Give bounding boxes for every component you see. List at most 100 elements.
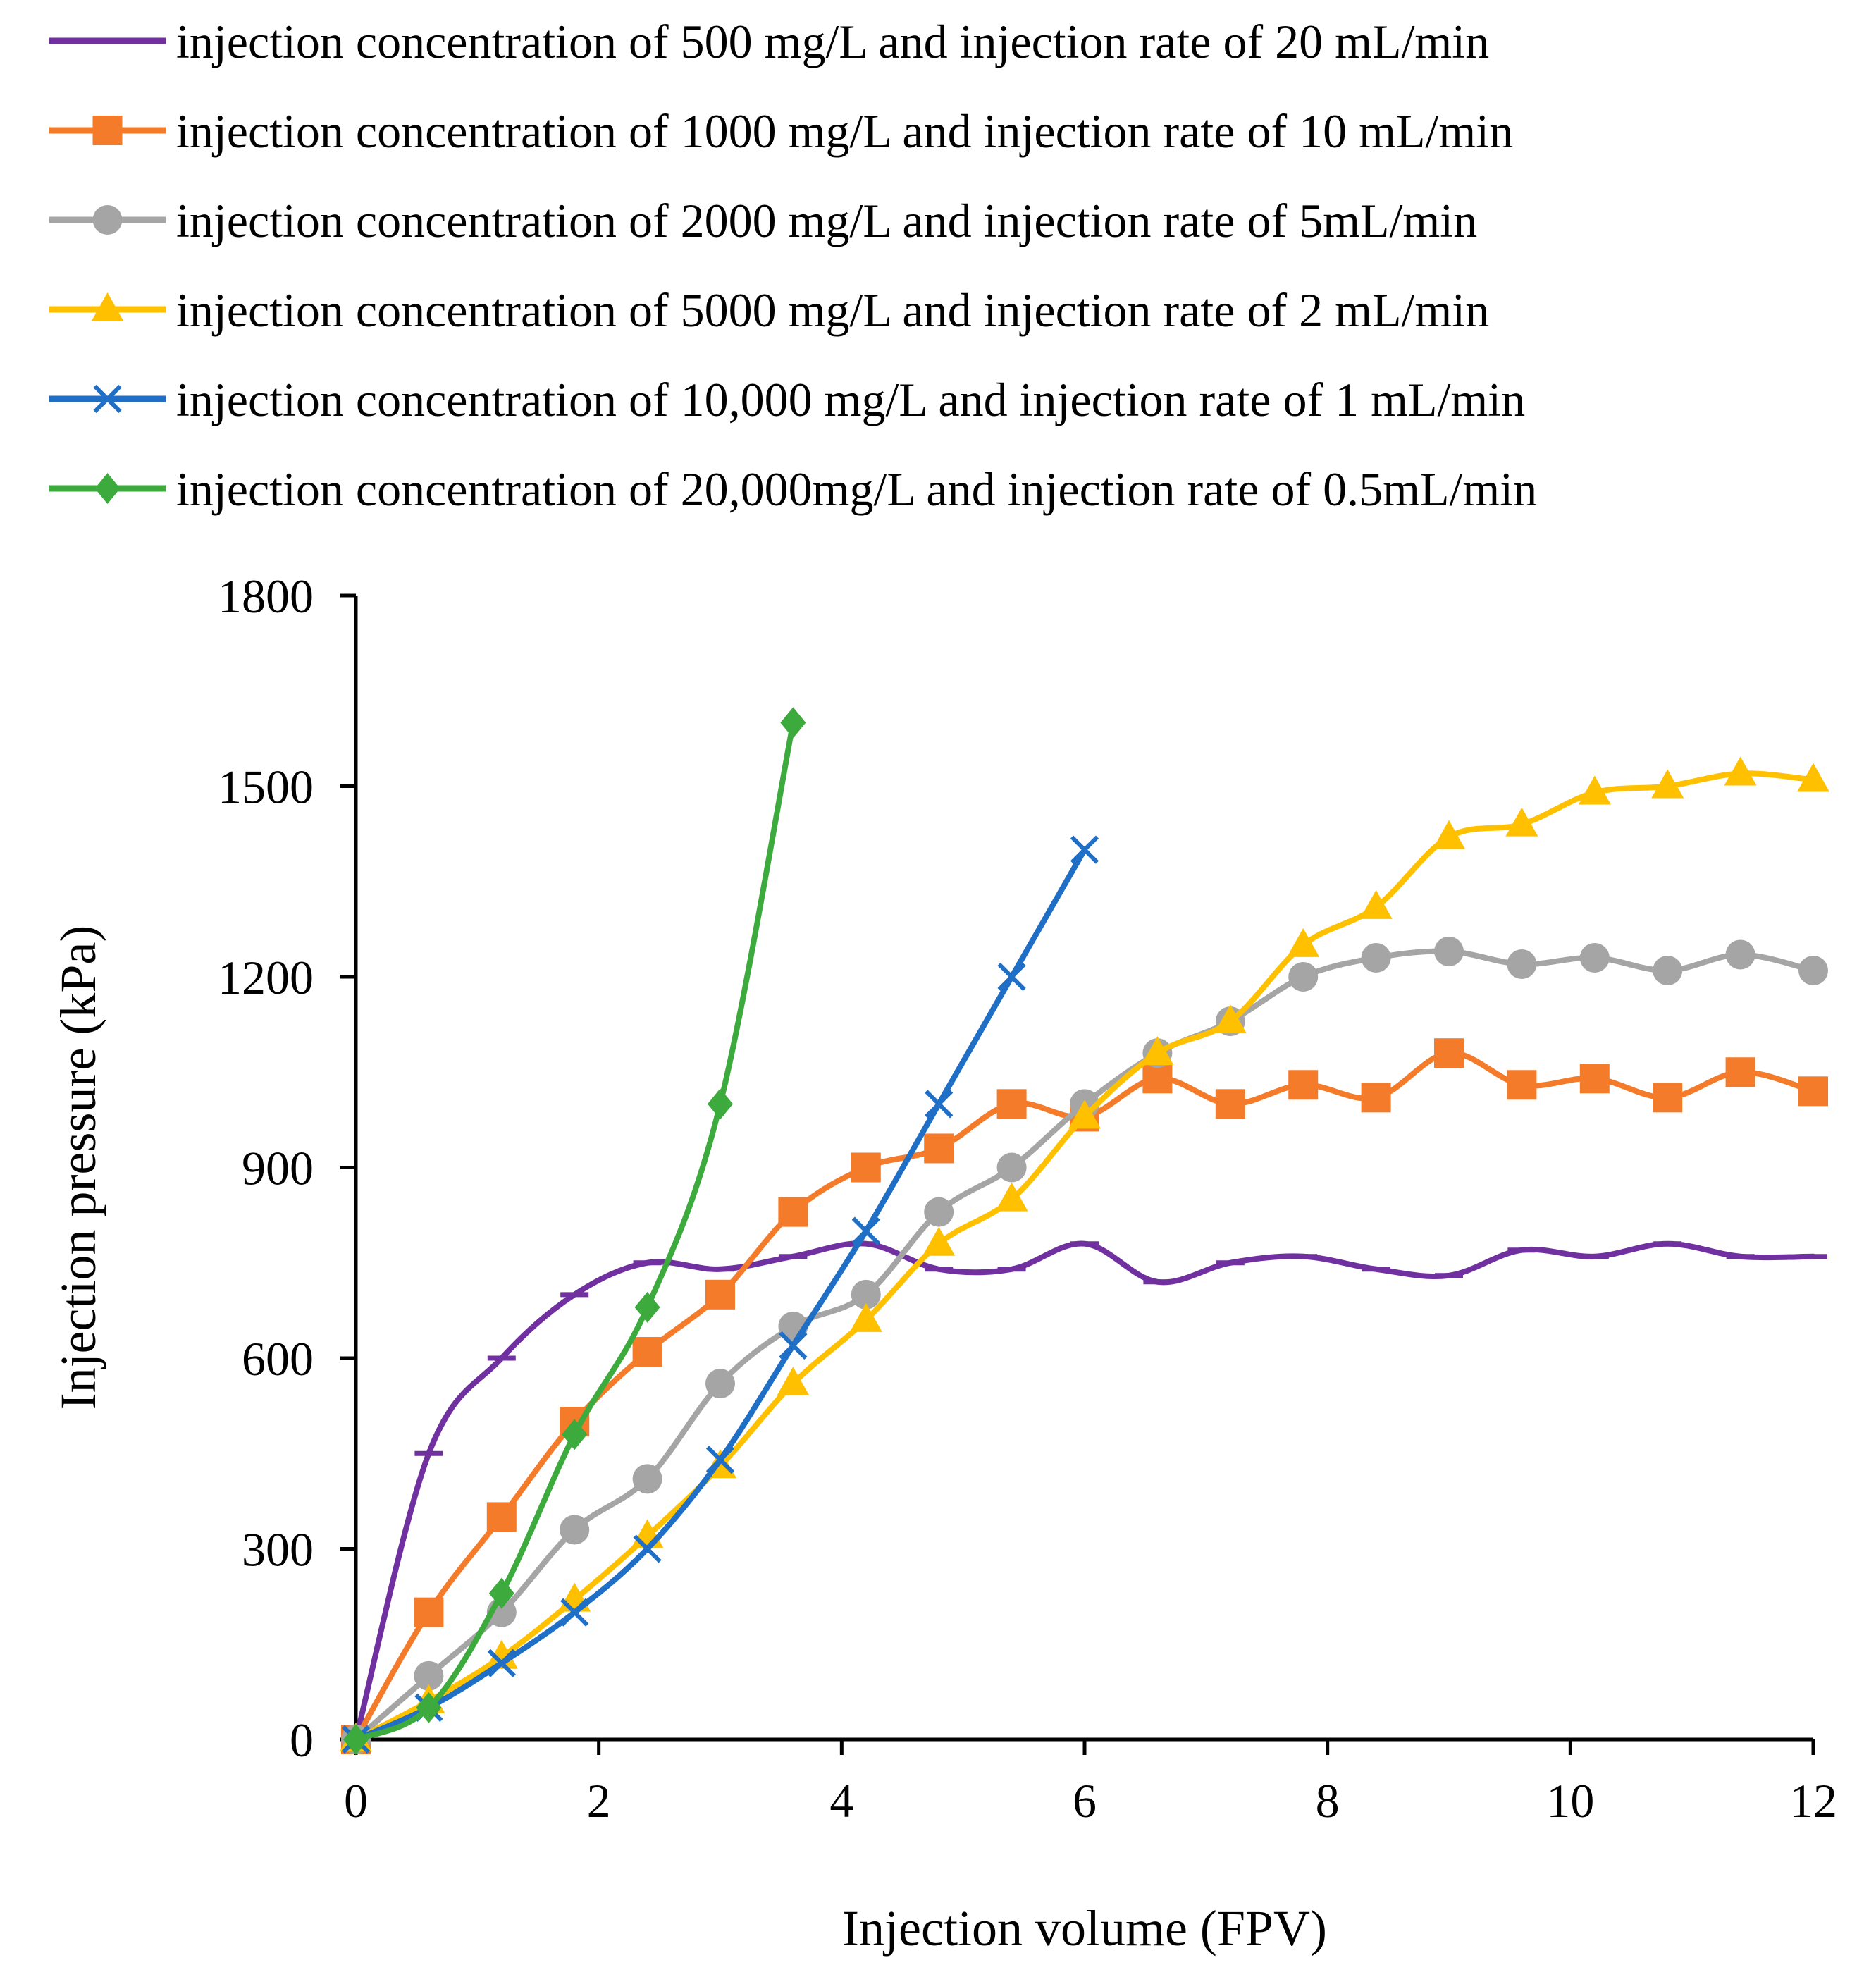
- series-1: [342, 1240, 1827, 1742]
- legend-swatch-marker: [91, 292, 124, 321]
- series-4-point: [1214, 1004, 1247, 1034]
- series-4-point: [1068, 1099, 1101, 1129]
- y-ticks: 0 300 600 900 1200 1500 1800: [218, 569, 356, 1767]
- series-3-point: [996, 1152, 1027, 1183]
- series-2-point: [1361, 1083, 1391, 1113]
- y-axis-title: Injection pressure (kPa): [50, 925, 106, 1410]
- series-3-point: [1361, 942, 1391, 973]
- series-3-point: [1579, 942, 1610, 973]
- series-3-point: [1507, 949, 1537, 979]
- x-tick-label: 2: [587, 1774, 611, 1828]
- series-2-point: [1725, 1057, 1755, 1087]
- series-4-point: [1797, 763, 1829, 792]
- series-3-point: [414, 1660, 444, 1691]
- series-3-point: [1798, 955, 1828, 985]
- series-4-point: [1651, 769, 1684, 799]
- series-2-point: [1507, 1070, 1537, 1100]
- series-3-point: [924, 1197, 954, 1227]
- legend-swatch-marker: [92, 116, 123, 145]
- series-5-point: [487, 1649, 516, 1677]
- series-2-point: [1579, 1064, 1610, 1094]
- legend-item: injection concentration of 2000 mg/L and…: [49, 194, 1477, 247]
- series-4-point: [849, 1302, 882, 1332]
- series-5-point: [997, 962, 1026, 992]
- series-5-point: [1070, 835, 1099, 864]
- legend-label: injection concentration of 20,000mg/L an…: [176, 462, 1537, 516]
- series-4-line: [353, 770, 1816, 1742]
- series-3-point: [1434, 936, 1464, 966]
- legend-item: injection concentration of 5000 mg/L and…: [49, 283, 1489, 337]
- series-4-point: [922, 1226, 956, 1256]
- y-tick-label: 900: [242, 1142, 314, 1195]
- x-tick-label: 12: [1789, 1774, 1837, 1828]
- series-2-point: [705, 1279, 735, 1310]
- series-4-point: [1578, 775, 1611, 805]
- series-6-point: [634, 1291, 660, 1323]
- legend-item: injection concentration of 1000 mg/L and…: [49, 104, 1513, 158]
- series-5-point: [925, 1090, 954, 1119]
- legend-label: injection concentration of 10,000 mg/L a…: [176, 373, 1525, 426]
- y-tick-label: 1200: [218, 951, 314, 1004]
- legend-label: injection concentration of 1000 mg/L and…: [176, 104, 1513, 158]
- y-tick-label: 1500: [218, 760, 314, 814]
- series-3-point: [560, 1515, 590, 1545]
- series-2-line: [353, 1050, 1816, 1742]
- series-6-point: [416, 1692, 442, 1723]
- series-3-point: [1653, 955, 1683, 985]
- series-2: [341, 1038, 1828, 1754]
- series-5-point: [633, 1534, 662, 1563]
- y-tick-label: 300: [242, 1523, 314, 1577]
- legend-item: injection concentration of 10,000 mg/L a…: [49, 373, 1525, 426]
- series-1-line: [353, 1240, 1816, 1742]
- x-ticks: 0 2 4 6 8 10 12: [344, 1739, 1837, 1828]
- x-tick-label: 4: [829, 1774, 853, 1828]
- series-4-point: [1287, 928, 1320, 957]
- series-6-point: [562, 1419, 588, 1450]
- series-4-point: [995, 1182, 1028, 1212]
- series-6-point: [488, 1577, 514, 1609]
- legend-label: injection concentration of 5000 mg/L and…: [176, 283, 1489, 337]
- legend-item: injection concentration of 20,000mg/L an…: [49, 462, 1537, 516]
- series-2-point: [632, 1336, 662, 1367]
- series-4-point: [485, 1639, 518, 1669]
- series-2-point: [1215, 1089, 1245, 1119]
- series-2-point: [486, 1502, 517, 1532]
- legend: injection concentration of 500 mg/L and …: [49, 15, 1537, 516]
- series-3-point: [1288, 962, 1319, 992]
- series-6-line: [353, 720, 796, 1742]
- legend-swatch-marker: [92, 205, 123, 235]
- x-tick-label: 0: [344, 1774, 368, 1828]
- plot-series: [340, 707, 1829, 1755]
- series-5-point: [779, 1331, 808, 1360]
- series-2-point: [1434, 1038, 1464, 1068]
- series-4: [340, 756, 1829, 1751]
- series-2-point: [1653, 1083, 1683, 1113]
- series-2-point: [996, 1089, 1027, 1119]
- series-3-point: [1725, 939, 1755, 970]
- y-tick-label: 600: [242, 1332, 314, 1386]
- series-2-point: [1142, 1064, 1173, 1094]
- series-4-point: [1141, 1036, 1174, 1066]
- x-axis-title: Injection volume (FPV): [842, 1900, 1327, 1957]
- series-3-point: [632, 1464, 662, 1494]
- x-tick-label: 6: [1073, 1774, 1097, 1828]
- series-2-point: [1798, 1076, 1828, 1107]
- series-4-point: [1505, 807, 1538, 837]
- y-tick-label: 0: [290, 1713, 314, 1767]
- series-6-point: [780, 707, 806, 739]
- series-3-point: [705, 1369, 735, 1399]
- legend-swatch-marker: [94, 473, 121, 504]
- y-tick-label: 1800: [218, 569, 314, 623]
- series-2-point: [778, 1197, 808, 1227]
- legend-item: injection concentration of 500 mg/L and …: [49, 15, 1489, 68]
- series-4-point: [1724, 756, 1757, 786]
- x-tick-label: 10: [1546, 1774, 1594, 1828]
- series-4-point: [1359, 889, 1393, 919]
- series-3-point: [851, 1279, 881, 1310]
- series-4-point: [777, 1367, 810, 1396]
- series-2-point: [851, 1152, 881, 1183]
- series-6-point: [343, 1724, 369, 1755]
- series-6: [343, 707, 806, 1755]
- x-tick-label: 8: [1316, 1774, 1340, 1828]
